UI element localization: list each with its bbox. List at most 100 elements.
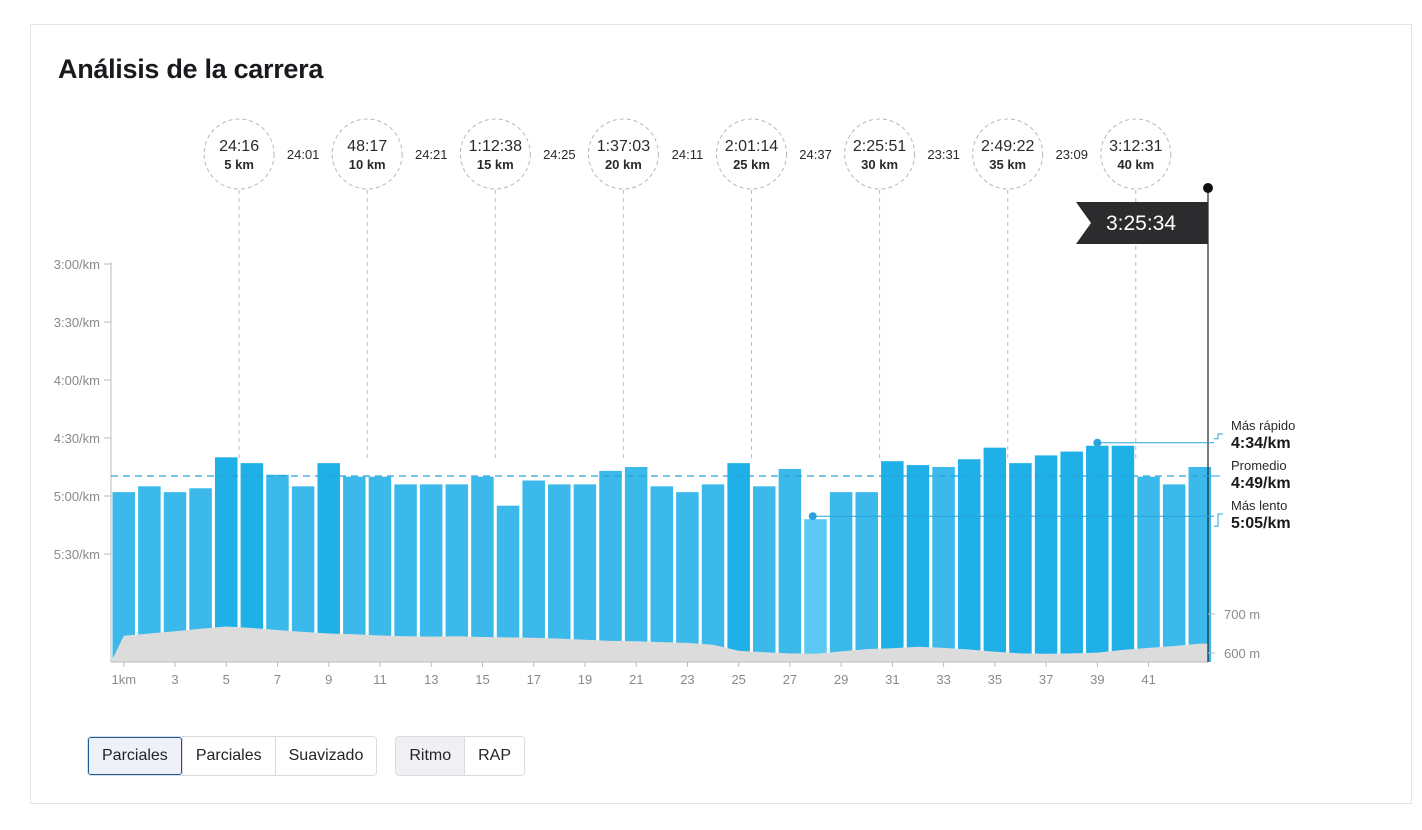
y-tick-label: 4:00/km [54,373,100,388]
gap-button[interactable]: RAP [464,737,525,775]
pace-bar [496,505,520,662]
pace-bar [317,463,340,662]
x-tick-label: 5 [223,672,230,687]
pace-bars [112,445,1212,662]
x-tick-label: 35 [988,672,1002,687]
x-tick-label: 19 [578,672,592,687]
x-tick-label: 27 [783,672,797,687]
pace-bar [753,486,776,662]
split-time: 48:17 [347,138,387,155]
fastest-pace-label: Más rápido [1231,418,1295,433]
y-tick-label: 5:00/km [54,489,100,504]
pace-bar [189,488,212,662]
pace-bar [112,492,135,662]
split-marker [203,118,275,190]
pace-bar [624,467,648,662]
x-tick-label: 31 [885,672,899,687]
split-time: 2:25:51 [853,138,906,155]
x-tick-label: 39 [1090,672,1104,687]
pace-bar [445,484,469,662]
split-distance: 35 km [989,157,1026,172]
splits-button[interactable]: Parciales [88,737,182,775]
average-pace-label: Promedio [1231,458,1287,473]
pace-bar [343,476,366,662]
pace-bar [1086,445,1109,662]
pace-bar [291,486,315,662]
slowest-pace-label: Más lento [1231,498,1287,513]
y-tick-label: 3:00/km [54,257,100,272]
split-distance: 15 km [477,157,514,172]
x-tick-label: 23 [680,672,694,687]
split-marker [331,118,403,190]
pace-bar [240,463,264,662]
x-tick-label: 41 [1141,672,1155,687]
split-distance: 30 km [861,157,898,172]
pace-bar [1009,463,1032,662]
split-marker [587,118,659,190]
pace-bar [829,492,853,662]
pace-bar [906,465,930,662]
average-pace-value: 4:49/km [1231,475,1291,492]
pace-bar [471,476,494,662]
pace-bar [1137,476,1160,662]
pace-bar [214,457,238,662]
pace-bar [778,468,802,662]
pace-bar [855,492,878,662]
split-time: 3:12:31 [1109,138,1162,155]
split-marker [459,118,531,190]
pace-bar [1034,455,1058,662]
x-tick-label: 15 [475,672,489,687]
x-tick-label: 17 [526,672,540,687]
pace-bar [266,474,289,662]
pace-bar [881,461,904,662]
split-time: 2:49:22 [981,138,1034,155]
split-time: 1:37:03 [597,138,650,155]
x-tick-label: 13 [424,672,438,687]
metric-mode-group: Ritmo RAP [395,736,526,776]
pace-bar [599,470,622,662]
split-distance: 20 km [605,157,642,172]
elevation-area [111,626,1208,662]
split-segment-time: 24:25 [543,147,576,162]
chart-controls: Parciales Parciales Suavizado Ritmo RAP [87,736,543,776]
pace-bar [983,447,1007,662]
pace-button[interactable]: Ritmo [396,737,465,775]
pace-bar [1111,445,1135,662]
elevation-tick-label: 700 m [1224,607,1260,622]
slowest-pace-value: 5:05/km [1231,515,1291,532]
x-tick-label: 3 [171,672,178,687]
x-tick-label: 1km [112,672,137,687]
pace-bar [804,519,827,662]
split-time: 2:01:14 [725,138,778,155]
split-segment-time: 23:31 [927,147,960,162]
split-segment-time: 23:09 [1055,147,1088,162]
smoothed-button[interactable]: Suavizado [274,737,377,775]
fastest-pace-value: 4:34/km [1231,435,1291,452]
x-tick-label: 11 [373,672,387,687]
pace-bar [573,484,597,662]
split-distance: 40 km [1117,157,1154,172]
split-segment-time: 24:11 [672,147,704,162]
x-tick-label: 33 [936,672,950,687]
y-tick-label: 3:30/km [54,315,100,330]
page-title: Análisis de la carrera [58,54,324,84]
x-tick-label: 25 [731,672,745,687]
pace-bar [394,484,417,662]
x-tick-label: 9 [325,672,332,687]
elevation-tick-label: 600 m [1224,646,1260,661]
split-time: 1:12:38 [469,138,522,155]
x-tick-label: 29 [834,672,848,687]
split-marker [1100,118,1172,190]
split-segment-time: 24:01 [287,147,320,162]
pace-bar [676,492,699,662]
pace-bar [419,484,443,662]
pace-bar [701,484,725,662]
pace-bar [1162,484,1186,662]
pace-bar [957,459,981,662]
splits-alt-button[interactable]: Parciales [181,737,275,775]
pace-bar [368,476,392,662]
fastest-pace-bracket [1214,433,1223,440]
y-tick-label: 5:30/km [54,547,100,562]
pace-bar [727,463,750,662]
